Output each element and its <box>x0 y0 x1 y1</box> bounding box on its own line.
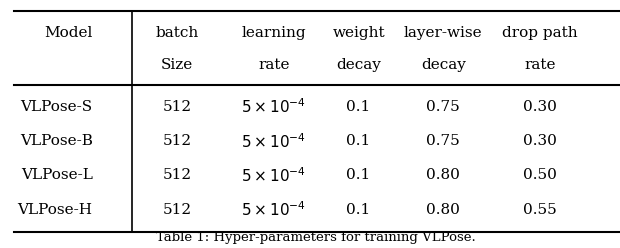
Text: Table 1: Hyper-parameters for training VLPose.: Table 1: Hyper-parameters for training V… <box>156 231 476 244</box>
Text: $5 \times 10^{-4}$: $5 \times 10^{-4}$ <box>241 166 306 185</box>
Text: $5 \times 10^{-4}$: $5 \times 10^{-4}$ <box>241 132 306 151</box>
Text: VLPose-B: VLPose-B <box>20 134 92 148</box>
Text: 512: 512 <box>162 134 192 148</box>
Text: 0.1: 0.1 <box>347 168 371 183</box>
Text: 512: 512 <box>162 168 192 183</box>
Text: layer-wise: layer-wise <box>404 26 482 40</box>
Text: learning: learning <box>242 26 306 40</box>
Text: rate: rate <box>525 58 556 72</box>
Text: 0.80: 0.80 <box>427 168 460 183</box>
Text: Size: Size <box>161 58 193 72</box>
Text: 0.75: 0.75 <box>427 134 460 148</box>
Text: 0.30: 0.30 <box>523 134 557 148</box>
Text: $5 \times 10^{-4}$: $5 \times 10^{-4}$ <box>241 97 306 116</box>
Text: 0.1: 0.1 <box>347 100 371 114</box>
Text: 0.75: 0.75 <box>427 100 460 114</box>
Text: 0.80: 0.80 <box>427 203 460 217</box>
Text: 0.1: 0.1 <box>347 203 371 217</box>
Text: Model: Model <box>44 26 92 40</box>
Text: 512: 512 <box>162 203 192 217</box>
Text: batch: batch <box>156 26 199 40</box>
Text: drop path: drop path <box>502 26 578 40</box>
Text: rate: rate <box>258 58 290 72</box>
Text: VLPose-H: VLPose-H <box>17 203 92 217</box>
Text: 0.50: 0.50 <box>523 168 557 183</box>
Text: 0.30: 0.30 <box>523 100 557 114</box>
Text: 0.55: 0.55 <box>523 203 557 217</box>
Text: decay: decay <box>336 58 381 72</box>
Text: $5 \times 10^{-4}$: $5 \times 10^{-4}$ <box>241 200 306 219</box>
Text: VLPose-S: VLPose-S <box>20 100 92 114</box>
Text: 0.1: 0.1 <box>347 134 371 148</box>
Text: decay: decay <box>421 58 466 72</box>
Text: weight: weight <box>332 26 385 40</box>
Text: 512: 512 <box>162 100 192 114</box>
Text: VLPose-L: VLPose-L <box>20 168 92 183</box>
